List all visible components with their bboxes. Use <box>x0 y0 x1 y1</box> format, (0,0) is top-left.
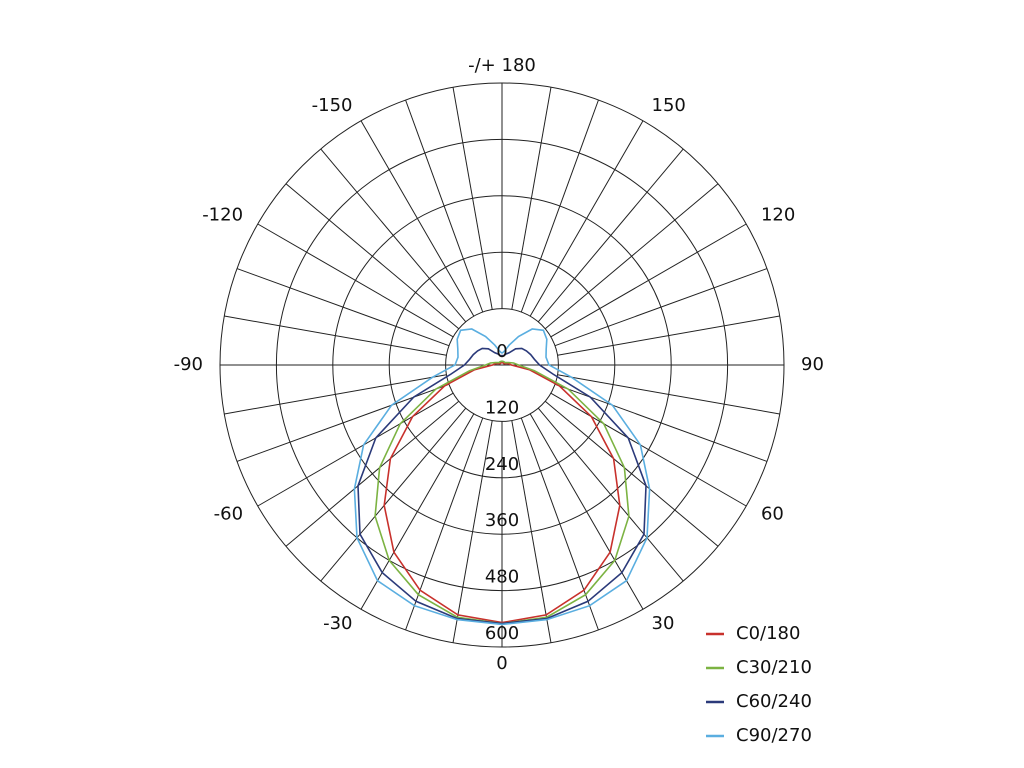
grid-spoke <box>544 183 719 330</box>
r-tick-label: 600 <box>485 623 519 644</box>
grid-spoke <box>257 392 454 507</box>
grid-spoke <box>360 120 475 317</box>
legend-label: C90/270 <box>736 725 812 746</box>
grid-spoke <box>520 99 599 313</box>
grid-spoke <box>550 223 747 338</box>
theta-tick-label: 0 <box>496 653 507 674</box>
grid-spoke <box>537 148 684 323</box>
theta-tick-label: -30 <box>323 613 352 634</box>
legend-label: C0/180 <box>736 623 800 644</box>
theta-tick-label: -120 <box>202 205 243 226</box>
theta-tick-label: 150 <box>652 95 686 116</box>
r-tick-label: 0 <box>496 341 507 362</box>
series-line <box>353 328 651 626</box>
grid-spoke <box>511 87 552 310</box>
r-tick-label: 360 <box>485 510 519 531</box>
grid-spoke <box>224 374 447 415</box>
legend-label: C30/210 <box>736 657 812 678</box>
grid-spoke <box>557 374 780 415</box>
r-tick-label: 240 <box>485 454 519 475</box>
grid-spoke <box>529 413 644 610</box>
theta-tick-label: -150 <box>312 95 353 116</box>
grid-spoke <box>550 392 747 507</box>
grid-spoke <box>224 315 447 356</box>
grid-spoke <box>285 400 460 547</box>
theta-tick-label: 120 <box>761 205 795 226</box>
grid-spoke <box>537 407 684 582</box>
grid-spoke <box>405 417 484 631</box>
grid-spoke <box>320 148 467 323</box>
theta-tick-label: -90 <box>174 354 203 375</box>
grid-spoke <box>529 120 644 317</box>
grid-spoke <box>236 268 450 347</box>
r-tick-label: 480 <box>485 567 519 588</box>
grid-spoke <box>405 99 484 313</box>
legend-label: C60/240 <box>736 691 812 712</box>
grid-spoke <box>360 413 475 610</box>
grid-spoke <box>452 420 493 643</box>
grid-spoke <box>554 268 768 347</box>
theta-tick-label: -60 <box>214 504 243 525</box>
theta-tick-label: 90 <box>801 354 824 375</box>
grid-spoke <box>557 315 780 356</box>
grid-spoke <box>544 400 719 547</box>
theta-tick-label: 30 <box>652 613 675 634</box>
grid-spoke <box>511 420 552 643</box>
grid-spoke <box>320 407 467 582</box>
grid-spoke <box>452 87 493 310</box>
grid-spoke <box>520 417 599 631</box>
grid-spoke <box>257 223 454 338</box>
series-line <box>383 361 621 624</box>
r-tick-label: 120 <box>485 397 519 418</box>
theta-tick-label: -/+ 180 <box>468 55 536 76</box>
theta-tick-label: 60 <box>761 504 784 525</box>
series-line <box>357 347 647 625</box>
grid-spoke <box>285 183 460 330</box>
